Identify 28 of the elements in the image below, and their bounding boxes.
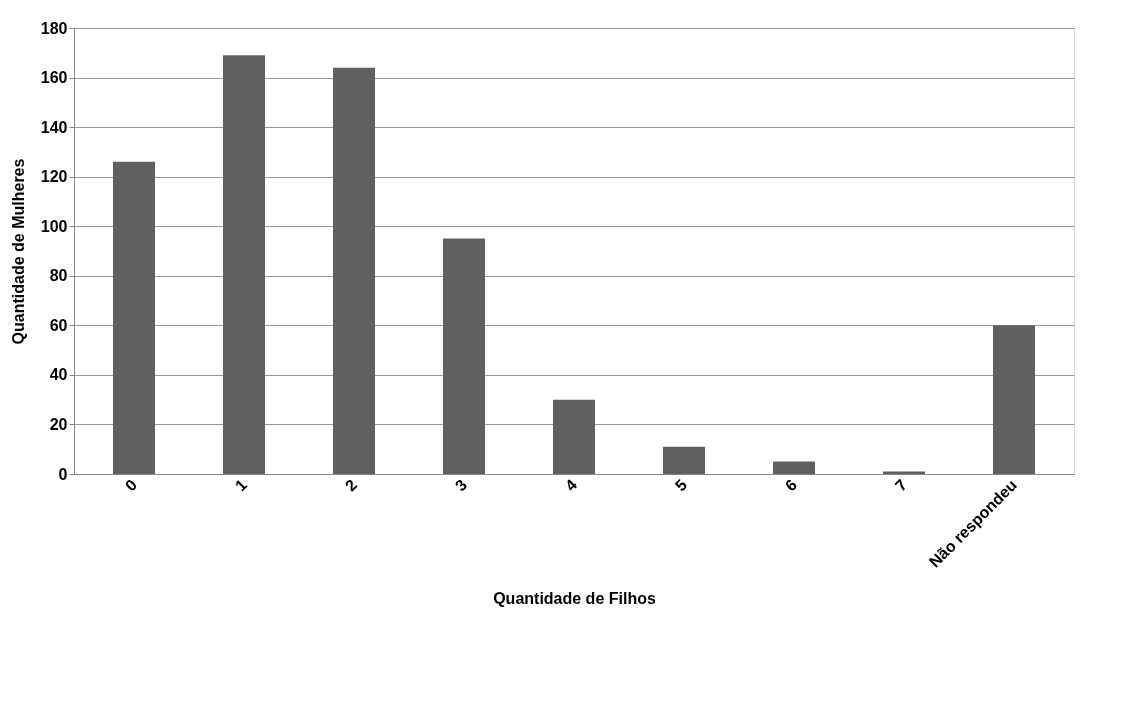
y-tick-label: 40: [49, 366, 68, 384]
bar: [663, 446, 705, 474]
y-tick-label: 120: [40, 168, 68, 186]
y-tick-label: 20: [49, 415, 68, 433]
x-tick-label: 7: [891, 476, 911, 495]
x-tick-label: 3: [451, 476, 471, 495]
bar: [113, 161, 155, 474]
x-tick-label: 0: [121, 476, 141, 495]
bar: [553, 399, 595, 474]
bar: [443, 238, 485, 474]
x-tick-label: 4: [561, 476, 581, 495]
bar: [223, 55, 265, 474]
x-tick-label: 5: [671, 476, 691, 495]
bar: [773, 461, 815, 474]
y-tick-label: 180: [40, 19, 68, 37]
y-axis-title: Quantidade de Mulheres: [9, 158, 27, 345]
y-tick-label: 100: [40, 217, 68, 235]
x-axis-title: Quantidade de Filhos: [493, 589, 656, 607]
y-tick-label: 140: [40, 118, 68, 136]
y-tick-label: 160: [40, 69, 68, 87]
x-tick-label: 2: [341, 476, 361, 495]
bar: [993, 325, 1035, 474]
x-tick-label: 1: [231, 476, 251, 495]
y-tick-label: 0: [58, 465, 68, 483]
y-tick-label: 60: [49, 316, 68, 334]
x-tick-label: 6: [781, 476, 801, 495]
bar: [333, 67, 375, 474]
y-tick-label: 80: [49, 267, 68, 285]
